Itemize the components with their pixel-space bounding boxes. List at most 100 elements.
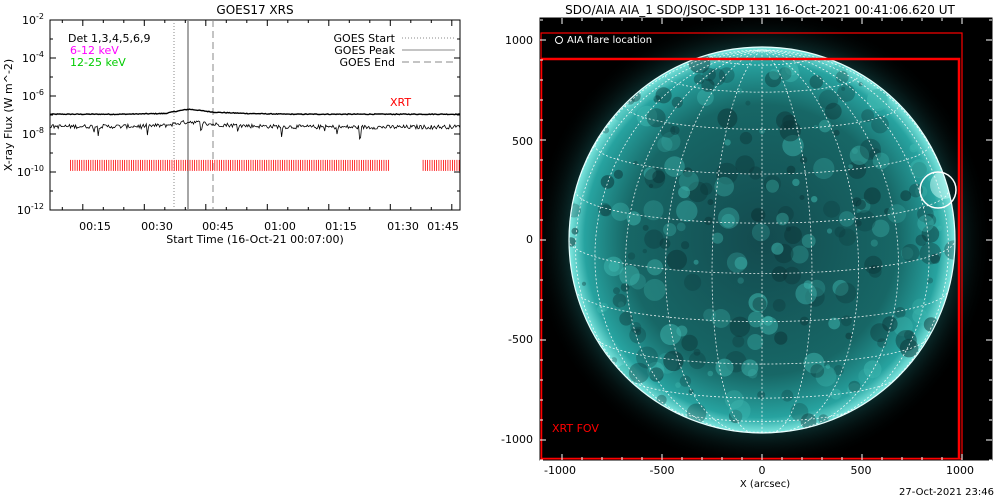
disk-texture-blob: [944, 240, 955, 260]
disk-texture-blob: [882, 316, 898, 332]
disk-texture-blob: [904, 330, 915, 341]
aia-legend-label: AIA flare location: [567, 35, 652, 46]
grid-meridian: [761, 49, 949, 400]
disk-texture-blob: [655, 87, 672, 104]
disk-texture-blob: [799, 195, 805, 200]
disk-texture-blob: [834, 226, 846, 238]
disk-texture-blob: [611, 202, 630, 221]
disk-texture-blob: [739, 131, 753, 145]
disk-texture-blob: [909, 159, 929, 178]
disk-texture-blob: [717, 108, 738, 129]
disk-texture-blob: [845, 332, 853, 340]
band-1-label: 6-12 keV: [70, 44, 119, 57]
disk-texture-blob: [670, 125, 680, 135]
grid-meridian: [761, 49, 859, 433]
disk-texture-blob: [921, 225, 940, 243]
goes-title: GOES17 XRS: [216, 3, 293, 17]
disk-texture-blob: [900, 190, 912, 202]
disk-texture-blob: [930, 253, 941, 264]
disk-texture-blob: [660, 323, 682, 346]
disk-texture-blob: [808, 279, 826, 297]
disk-texture-blob: [659, 238, 671, 249]
grid-parallel: [575, 290, 949, 323]
disk-texture-blob: [634, 328, 642, 336]
disk-texture-blob: [835, 70, 849, 84]
disk-texture-blob: [854, 210, 876, 232]
svg-text:10-12: 10-12: [17, 202, 44, 217]
disk-texture-blob: [851, 148, 858, 154]
disk-texture-blob: [613, 169, 624, 179]
disk-texture-blob: [678, 171, 699, 192]
disk-texture-blob: [716, 162, 738, 185]
disk-texture-blob: [771, 266, 788, 282]
disk-texture-blob: [823, 200, 841, 218]
disk-texture-blob: [792, 178, 800, 187]
disk-texture-blob: [909, 183, 923, 198]
disk-texture-blob: [799, 316, 809, 326]
goes-x-tick-label: 01:30: [387, 220, 419, 233]
disk-texture-blob: [663, 223, 677, 237]
grid-parallel: [628, 378, 896, 399]
goes-y-tick: 10-12: [17, 202, 44, 217]
disk-texture-blob: [937, 225, 943, 231]
disk-texture-blob: [721, 213, 736, 228]
aia-y-tick-label: 1000: [505, 34, 533, 47]
disk-texture-blob: [928, 210, 948, 230]
goes-x-axis-label: Start Time (16-Oct-21 00:07:00): [166, 233, 344, 246]
disk-texture-blob: [776, 212, 789, 226]
disk-texture-blob: [711, 309, 731, 328]
disk-texture-blob: [748, 293, 768, 313]
disk-texture-blob: [803, 280, 813, 289]
goes-x-tick-label: 01:45: [427, 220, 459, 233]
disk-texture-blob: [642, 224, 649, 231]
goes-legend: GOES Start GOES Peak GOES End: [334, 32, 455, 69]
disk-texture-blob: [686, 403, 707, 424]
disk-texture-blob: [603, 256, 624, 277]
aia-x-tick-label: -1000: [544, 464, 576, 477]
aia-plot-frame: [539, 17, 993, 461]
disk-texture-blob: [830, 388, 842, 400]
disk-texture-blob: [675, 382, 681, 388]
disk-texture-blob: [618, 301, 625, 308]
solar-limb: [568, 46, 956, 434]
goes-y-tick-marks: [50, 19, 460, 211]
disk-texture-blob: [747, 368, 758, 379]
disk-texture-blob: [679, 375, 692, 387]
grid-parallel: [594, 144, 930, 175]
legend-circle-icon: [555, 36, 563, 44]
disk-texture-blob: [927, 277, 934, 284]
disk-texture-blob: [864, 255, 883, 274]
disk-texture-blob: [707, 68, 726, 86]
disk-texture-blob: [803, 352, 825, 374]
grid-meridian: [575, 49, 763, 400]
disk-texture-blob: [900, 247, 914, 260]
disk-texture-blob: [801, 234, 816, 248]
flare-location-marker: [919, 171, 957, 209]
disk-texture-blob: [783, 266, 801, 285]
disk-texture-blob: [729, 316, 751, 337]
grid-parallel: [569, 239, 955, 274]
disk-texture-blob: [597, 305, 605, 314]
disk-texture-blob: [627, 252, 636, 260]
disk-texture-blob: [734, 256, 748, 270]
goes-y-tick: 10-6: [22, 88, 44, 103]
disk-texture-blob: [763, 175, 782, 193]
disk-texture-blob: [912, 298, 929, 316]
xrt-coverage-group: [70, 159, 460, 171]
goes-series-group: [49, 108, 461, 141]
disk-texture-blob: [693, 259, 699, 265]
disk-texture-blob: [636, 346, 659, 369]
aia-y-tick-label: 500: [512, 135, 533, 148]
disk-texture-blob: [824, 102, 842, 120]
svg-text:10-2: 10-2: [22, 12, 44, 27]
disk-texture-blob: [893, 316, 913, 337]
disk-texture-blob: [693, 74, 705, 85]
disk-texture-blob: [800, 413, 817, 430]
disk-texture-blob: [869, 148, 882, 161]
disk-texture-blob: [676, 222, 686, 232]
disk-texture-blob: [747, 334, 764, 350]
disk-texture-blob: [726, 252, 748, 273]
disk-texture-blob: [682, 167, 693, 178]
goes-series-line-high: [49, 108, 461, 116]
disk-texture-blob: [855, 220, 862, 227]
